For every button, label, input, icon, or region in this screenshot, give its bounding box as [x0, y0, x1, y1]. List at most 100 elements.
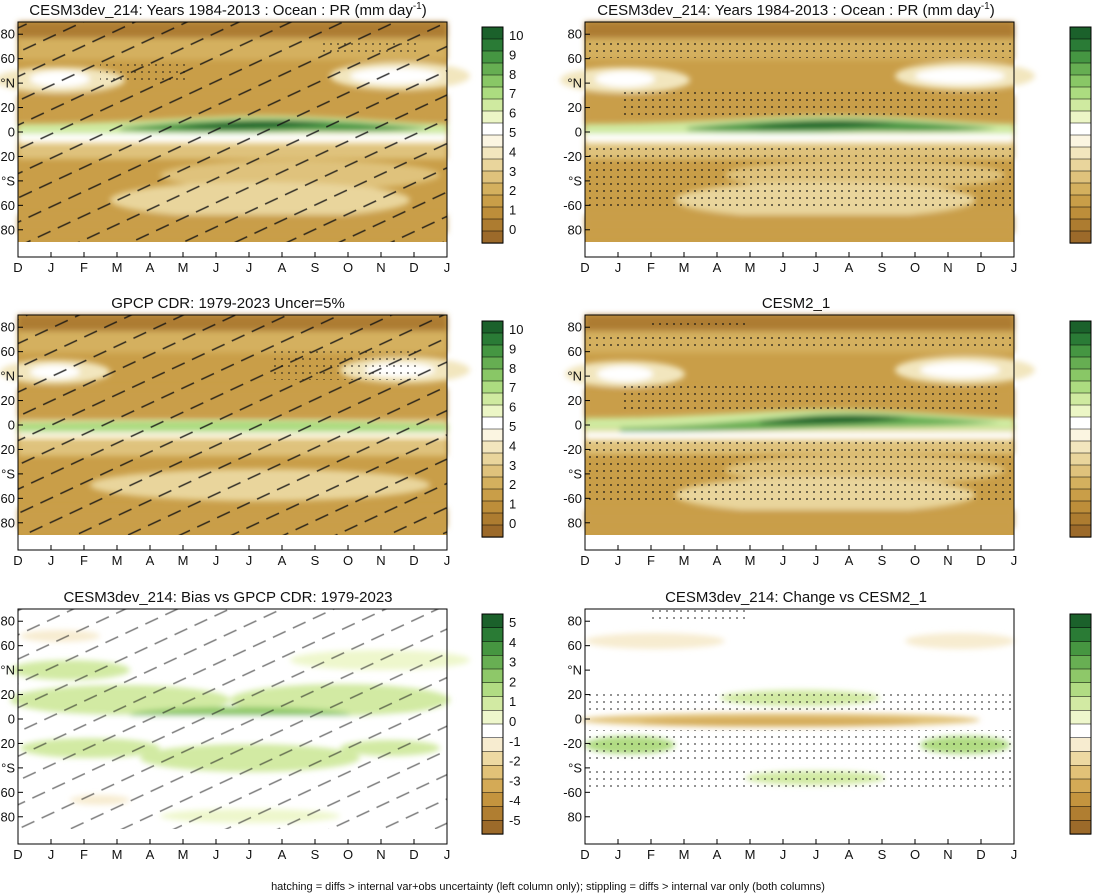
x-tick-label: J: [246, 847, 253, 862]
y-tick-label: °S: [1, 466, 15, 481]
colorbar-swatch: [1069, 320, 1092, 334]
x-tick-label: J: [1011, 553, 1018, 568]
colorbar-swatch: [481, 146, 504, 160]
colorbar-swatch: [481, 392, 504, 406]
colorbar-tick-label: 3: [509, 458, 516, 473]
colorbar-tick-label: -4: [509, 793, 521, 808]
colorbar-swatch: [1069, 500, 1092, 514]
x-tick-label: F: [80, 260, 88, 275]
colorbar-swatch: [481, 512, 504, 526]
y-tick-label: °S: [1, 173, 15, 188]
x-tick-label: D: [580, 260, 589, 275]
x-tick-label: M: [178, 260, 189, 275]
colorbar-tick-label: 10: [509, 322, 523, 337]
colorbar-swatch: [481, 476, 504, 490]
colorbar-swatch: [1069, 641, 1092, 656]
colorbar-swatch: [1069, 122, 1092, 136]
colorbar-outline: [481, 613, 504, 835]
colorbar-swatch: [481, 737, 504, 753]
x-tick-label: S: [311, 260, 320, 275]
y-tick-label: -20: [0, 442, 15, 457]
x-tick-label: A: [146, 847, 155, 862]
x-tick-label: F: [80, 553, 88, 568]
colorbar-tick-label: 10: [509, 28, 523, 43]
x-tick-label: O: [343, 847, 353, 862]
colorbar-swatch: [1069, 476, 1092, 490]
y-tick-label: 60: [1, 638, 15, 653]
colorbar-5: -5 -4 -3 -2 -1 0 1 2 3 4 5: [481, 613, 521, 835]
x-tick-label: A: [146, 553, 155, 568]
colorbar-swatch: [1069, 696, 1092, 711]
x-tick-label: J: [780, 553, 787, 568]
colorbar-tick-label: 3: [509, 655, 516, 670]
colorbar-swatch: [481, 710, 504, 725]
colorbar-tick-label: -3: [509, 773, 521, 788]
panel-5-title: CESM3dev_214: Bias vs GPCP CDR: 1979-202…: [63, 589, 392, 606]
y-tick-label: 20: [568, 100, 582, 115]
colorbar-swatch: [481, 50, 504, 64]
x-tick-label: M: [178, 847, 189, 862]
y-tick-label: -20: [0, 736, 15, 751]
x-tick-label: M: [745, 847, 756, 862]
colorbar-swatch: [481, 792, 504, 808]
colorbar-swatch: [1069, 723, 1092, 739]
y-tick-label: 60: [568, 638, 582, 653]
y-tick-label: °S: [568, 466, 582, 481]
colorbar-swatch: [481, 500, 504, 514]
x-tick-label: M: [679, 260, 690, 275]
colorbar-outline: [1069, 26, 1092, 244]
colorbar-swatch: [481, 380, 504, 394]
colorbar-swatch: [1069, 792, 1092, 808]
x-tick-label: D: [409, 553, 418, 568]
colorbar-tick-label: 2: [509, 674, 516, 689]
x-tick-label: A: [278, 553, 287, 568]
colorbar-swatch: [1069, 682, 1092, 698]
x-tick-label: A: [845, 260, 854, 275]
y-tick-label: 20: [1, 100, 15, 115]
colorbar-swatch: [481, 122, 504, 136]
colorbar-tick-label: 9: [509, 341, 516, 356]
panel-1: CESM3dev_214: Years 1984-2013 : Ocean : …: [0, 1, 470, 275]
colorbar-swatch: [1069, 464, 1092, 478]
x-tick-label: J: [813, 553, 820, 568]
y-tick-label: -60: [0, 198, 15, 213]
colorbar-tick-label: 4: [509, 438, 516, 453]
y-tick-label: -20: [0, 149, 15, 164]
x-tick-label: J: [246, 260, 253, 275]
y-tick-label: -60: [563, 491, 582, 506]
x-tick-label: J: [48, 260, 55, 275]
colorbar-swatch: [481, 320, 504, 334]
y-tick-label: 80: [568, 809, 582, 824]
colorbar-tick-label: 2: [509, 477, 516, 492]
x-tick-label: D: [13, 260, 22, 275]
colorbar-swatch: [481, 404, 504, 418]
colorbar-swatch: [1069, 194, 1092, 208]
y-tick-label: 0: [575, 712, 582, 727]
x-tick-label: F: [80, 847, 88, 862]
y-tick-label: 60: [1, 344, 15, 359]
colorbar-swatch: [481, 356, 504, 370]
colorbar-tick-label: 9: [509, 47, 516, 62]
y-tick-label: °S: [568, 173, 582, 188]
y-tick-label: 80: [568, 222, 582, 237]
colorbar-swatch: [1069, 134, 1092, 148]
y-tick-label: °S: [1, 760, 15, 775]
y-tick-label: -20: [563, 442, 582, 457]
y-tick-label: 0: [8, 418, 15, 433]
colorbar-swatch: [1069, 218, 1092, 232]
x-tick-label: N: [376, 553, 385, 568]
x-tick-label: O: [910, 847, 920, 862]
x-tick-label: F: [647, 847, 655, 862]
colorbar-swatch: [481, 416, 504, 430]
panel-4-title: CESM2_1: [762, 295, 830, 312]
colorbar-swatch: [1069, 512, 1092, 526]
colorbar-swatch: [1069, 524, 1092, 538]
panel-6-frame: [584, 608, 1015, 845]
y-tick-label: 20: [1, 393, 15, 408]
panel-2: CESM3dev_214: Years 1984-2013 : Ocean : …: [560, 1, 1035, 275]
colorbar-swatch: [481, 778, 504, 794]
x-tick-label: N: [943, 553, 952, 568]
x-tick-label: M: [679, 847, 690, 862]
colorbar-swatch: [1069, 206, 1092, 220]
colorbar-swatch: [481, 682, 504, 698]
